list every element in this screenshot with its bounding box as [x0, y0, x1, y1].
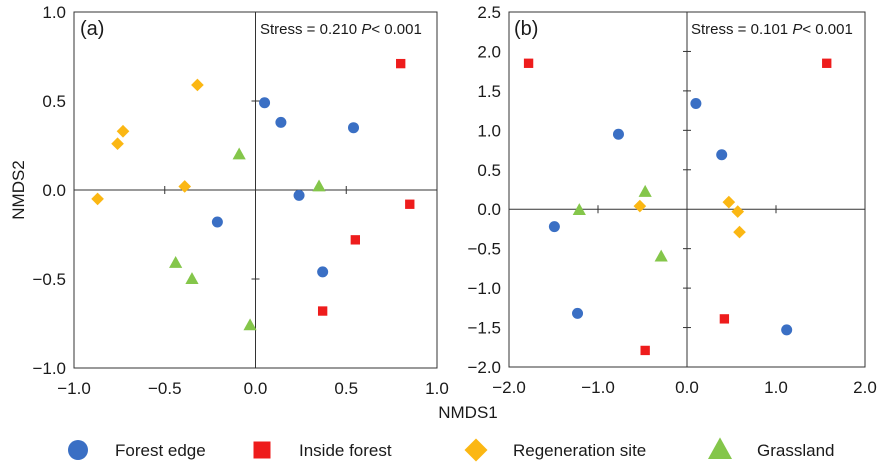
panel-a-point-grassland [312, 179, 326, 192]
panel-a-point-regeneration-site [91, 192, 104, 206]
legend-label-grassland: Grassland [757, 441, 834, 460]
panel-a-y-tick-label: −1.0 [32, 359, 66, 378]
panel-a-marks: −1.0 −0.5 0.0 0.5 1.0 −1.0 −0.5 0.0 0.5 1.0 [32, 3, 448, 398]
panel-a-y-tick-label: 1.0 [42, 3, 66, 22]
panel-b-point-forest-edge [572, 307, 584, 319]
panel-b-stress: Stress = 0.101 P< 0.001 [691, 21, 853, 38]
y-axis-title: NMDS2 [9, 160, 28, 220]
panel-b-marks: −2.0 −1.5 −1.0 −0.5 0.0 0.5 1.0 1.5 2.0 2.5 −2.0 −1… [467, 3, 876, 397]
panel-b-point-regeneration-site [731, 205, 745, 218]
panel-b-x-tick-label: 0.0 [675, 378, 699, 397]
panel-a-x-tick-label: 1.0 [425, 379, 449, 398]
panel-a-point-grassland [243, 318, 257, 331]
panel-b-point-grassland [654, 249, 668, 262]
panel-b-y-tick-label: 0.5 [477, 161, 501, 180]
panel-a-x-tick-label: −0.5 [148, 379, 182, 398]
panel-a-point-regeneration-site [111, 137, 124, 151]
panel-b: (b) Stress = 0.101 P< 0.001 −2.0 −1.5 −1.0… [467, 3, 876, 397]
panel-a-y-tick-label: −0.5 [32, 270, 66, 289]
panel-b-x-tick-label: 2.0 [853, 378, 877, 397]
panel-b-point-regeneration-site [633, 199, 647, 213]
panel-b-point-forest-edge [781, 324, 793, 336]
panel-b-x-tick-label: −2.0 [492, 378, 526, 397]
panel-a-point-forest-edge [259, 97, 271, 109]
panel-b-point-forest-edge [690, 98, 702, 110]
panel-a-x-tick-label: 0.5 [334, 379, 358, 398]
panel-a-label: (a) [80, 18, 104, 40]
panel-a-point-inside-forest [396, 58, 406, 69]
panel-a-point-forest-edge [275, 116, 287, 128]
panel-b-y-tick-label: −0.5 [467, 240, 501, 259]
panel-a-x-tick-label: −1.0 [57, 379, 91, 398]
panel-b-point-grassland [572, 203, 586, 215]
panel-b-y-tick-label: −2.0 [467, 358, 501, 377]
panel-b-point-forest-edge [548, 221, 560, 233]
panel-a-x-tick-label: 0.0 [244, 379, 268, 398]
panel-a-point-grassland [169, 256, 183, 268]
panel-a-point-grassland [185, 272, 199, 284]
panel-b-point-inside-forest [719, 314, 730, 324]
panel-b-y-tick-label: −1.5 [467, 319, 501, 338]
panel-b-point-forest-edge [716, 149, 728, 161]
legend-label-inside-forest: Inside forest [299, 441, 392, 460]
legend-marker-forest-edge [68, 440, 88, 460]
x-axis-title: NMDS1 [438, 403, 498, 422]
panel-a-point-regeneration-site [178, 180, 192, 193]
legend-marker-grassland [708, 437, 732, 459]
panel-b-point-regeneration-site [722, 195, 736, 209]
panel-a-point-forest-edge [348, 122, 360, 134]
panel-b-point-inside-forest [640, 345, 650, 356]
panel-b-y-tick-label: 1.0 [477, 121, 501, 140]
panel-b-y-tick-label: 2.0 [477, 42, 501, 61]
legend-label-regeneration-site: Regeneration site [513, 441, 646, 460]
panel-b-label: (b) [514, 18, 538, 40]
panel-b-point-inside-forest [822, 58, 832, 68]
panel-a-y-tick-label: 0.5 [42, 92, 66, 111]
panel-a-point-inside-forest [350, 235, 360, 245]
panel-a-point-regeneration-site [191, 78, 204, 92]
legend-marker-inside-forest [253, 441, 271, 459]
legend-label-forest-edge: Forest edge [115, 441, 206, 460]
panel-a-point-inside-forest [317, 306, 328, 316]
panel-b-y-tick-label: −1.0 [467, 279, 501, 298]
panel-a-point-regeneration-site [116, 124, 130, 138]
panel-b-x-tick-label: 1.0 [764, 378, 788, 397]
panel-b-x-tick-label: −1.0 [581, 378, 615, 397]
panel-b-point-grassland [638, 184, 652, 197]
panel-b-point-inside-forest [523, 58, 534, 68]
panel-b-point-regeneration-site [733, 225, 746, 239]
panel-b-y-tick-label: 1.5 [477, 82, 501, 101]
panel-a-point-forest-edge [293, 189, 305, 201]
panel-a: (a) Stress = 0.210 P< 0.001 −1.0 −0.5 0.0 0… [32, 3, 448, 398]
panel-a-point-grassland [232, 147, 246, 160]
panel-a-point-forest-edge [317, 266, 329, 278]
panel-a-point-forest-edge [211, 216, 223, 228]
panel-a-y-tick-label: 0.0 [42, 181, 66, 200]
panel-a-point-inside-forest [405, 199, 415, 209]
panel-b-y-tick-label: 2.5 [477, 3, 501, 22]
panel-b-point-forest-edge [612, 128, 624, 140]
legend-marker-regeneration-site [464, 438, 488, 462]
panel-a-stress: Stress = 0.210 P< 0.001 [260, 21, 422, 38]
panel-b-y-tick-label: 0.0 [477, 200, 501, 219]
legend: Forest edge Inside forest Regeneration sit… [68, 437, 834, 462]
